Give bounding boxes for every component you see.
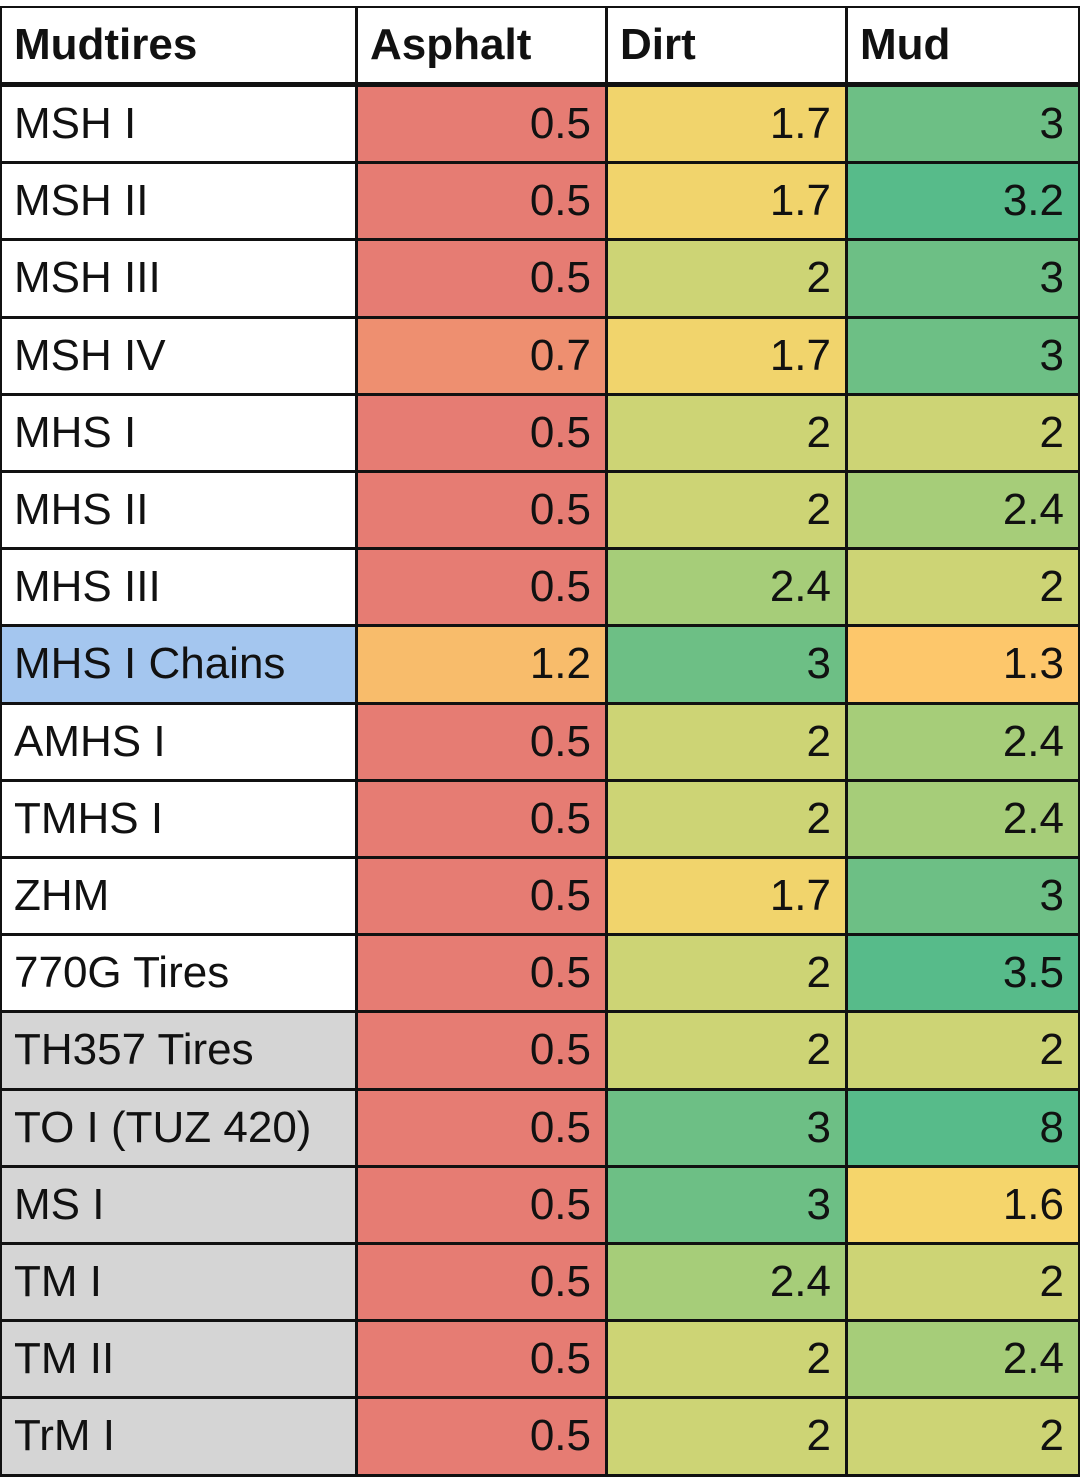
value-cell: 2.4 — [848, 781, 1078, 856]
value-cell: 0.5 — [358, 1090, 605, 1165]
row-name: MSH III — [2, 241, 355, 316]
row-name: TH357 Tires — [2, 1013, 355, 1088]
value-cell: 0.5 — [358, 859, 605, 934]
value-cell: 2 — [608, 241, 845, 316]
value-cell: 2 — [608, 936, 845, 1011]
value-cell: 0.5 — [358, 395, 605, 470]
value-cell: 2 — [608, 473, 845, 548]
value-cell: 1.7 — [608, 318, 845, 393]
row-name: MS I — [2, 1167, 355, 1242]
row-name: MSH II — [2, 164, 355, 239]
value-cell: 3 — [608, 1090, 845, 1165]
value-cell: 0.5 — [358, 1399, 605, 1474]
row-name: TO I (TUZ 420) — [2, 1090, 355, 1165]
row-name: MHS II — [2, 473, 355, 548]
value-cell: 2 — [848, 1245, 1078, 1320]
value-cell: 3 — [608, 1167, 845, 1242]
header-cell: Dirt — [608, 8, 845, 82]
value-cell: 1.7 — [608, 859, 845, 934]
value-cell: 0.5 — [358, 164, 605, 239]
value-cell: 3 — [848, 318, 1078, 393]
value-cell: 0.5 — [358, 241, 605, 316]
value-cell: 0.5 — [358, 1322, 605, 1397]
value-cell: 3 — [848, 241, 1078, 316]
value-cell: 0.5 — [358, 936, 605, 1011]
value-cell: 0.7 — [358, 318, 605, 393]
value-cell: 1.2 — [358, 627, 605, 702]
row-name: TMHS I — [2, 781, 355, 856]
row-name: TrM I — [2, 1399, 355, 1474]
value-cell: 2 — [608, 704, 845, 779]
value-cell: 0.5 — [358, 1013, 605, 1088]
value-cell: 0.5 — [358, 87, 605, 162]
value-cell: 1.7 — [608, 164, 845, 239]
row-name: AMHS I — [2, 704, 355, 779]
header-cell: Asphalt — [358, 8, 605, 82]
value-cell: 2 — [608, 1322, 845, 1397]
value-cell: 2 — [608, 1399, 845, 1474]
value-cell: 8 — [848, 1090, 1078, 1165]
value-cell: 3 — [848, 87, 1078, 162]
value-cell: 0.5 — [358, 704, 605, 779]
value-cell: 0.5 — [358, 1245, 605, 1320]
value-cell: 2 — [848, 1013, 1078, 1088]
row-name: MSH I — [2, 87, 355, 162]
value-cell: 2 — [608, 395, 845, 470]
value-cell: 2 — [848, 1399, 1078, 1474]
value-cell: 1.7 — [608, 87, 845, 162]
value-cell: 1.3 — [848, 627, 1078, 702]
value-cell: 3.2 — [848, 164, 1078, 239]
value-cell: 2.4 — [608, 1245, 845, 1320]
header-cell: Mudtires — [2, 8, 355, 82]
value-cell: 2.4 — [848, 1322, 1078, 1397]
value-cell: 0.5 — [358, 781, 605, 856]
header-cell: Mud — [848, 8, 1078, 82]
value-cell: 2.4 — [608, 550, 845, 625]
value-cell: 2 — [608, 1013, 845, 1088]
row-name: TM II — [2, 1322, 355, 1397]
value-cell: 0.5 — [358, 473, 605, 548]
value-cell: 2 — [848, 550, 1078, 625]
value-cell: 2 — [608, 781, 845, 856]
row-name: MSH IV — [2, 318, 355, 393]
row-name: MHS I — [2, 395, 355, 470]
value-cell: 3 — [608, 627, 845, 702]
row-name: ZHM — [2, 859, 355, 934]
row-name: MHS III — [2, 550, 355, 625]
value-cell: 0.5 — [358, 1167, 605, 1242]
value-cell: 1.6 — [848, 1167, 1078, 1242]
row-name: MHS I Chains — [2, 627, 355, 702]
value-cell: 2.4 — [848, 473, 1078, 548]
table: Mudtires Asphalt Dirt Mud MSH I 0.5 1.7 3 MSH II… — [0, 6, 1080, 1477]
value-cell: 0.5 — [358, 550, 605, 625]
value-cell: 3.5 — [848, 936, 1078, 1011]
value-cell: 3 — [848, 859, 1078, 934]
value-cell: 2.4 — [848, 704, 1078, 779]
value-cell: 2 — [848, 395, 1078, 470]
row-name: TM I — [2, 1245, 355, 1320]
row-name: 770G Tires — [2, 936, 355, 1011]
